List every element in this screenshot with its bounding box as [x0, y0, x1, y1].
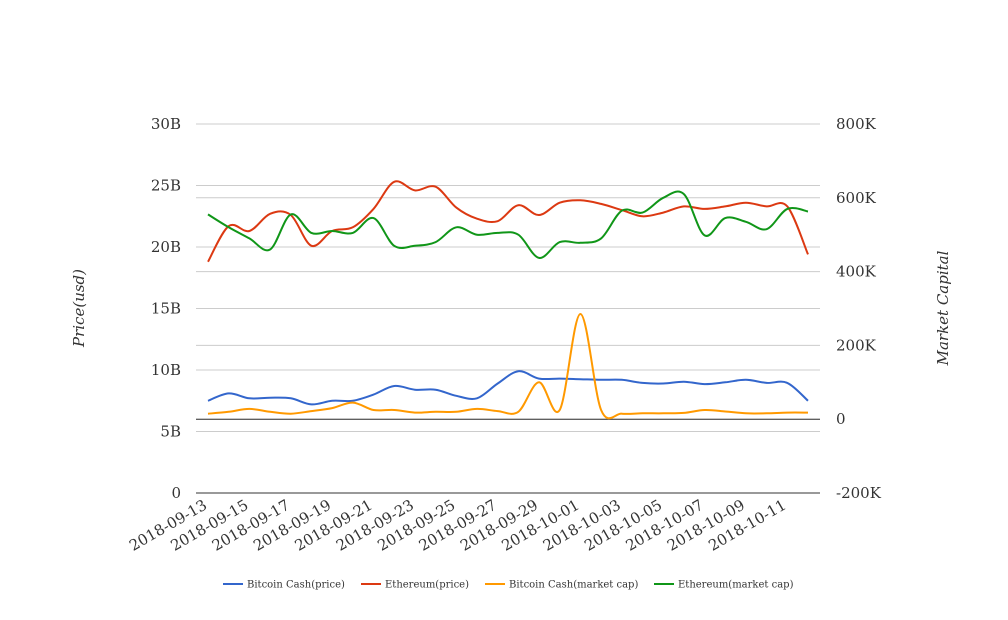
- y-left-tick-label: 15B: [151, 300, 181, 318]
- y-left-tick-label: 5B: [160, 423, 181, 441]
- tick-labels: 0 5B 10B 15B 20B 25B 30B -200K 0 200K 400K 600K 800K…: [126, 115, 882, 555]
- series-line-1: [207, 370, 809, 406]
- axes: [196, 418, 820, 494]
- legend-label: Ethereum(market cap): [678, 580, 794, 591]
- y-left-tick-label: 10B: [151, 361, 181, 379]
- y-left-tick-label: 30B: [151, 115, 181, 133]
- series-lines: [207, 180, 809, 420]
- y-axis-right-title: Market Capital: [934, 250, 952, 366]
- series-line-2: [207, 180, 809, 263]
- series-line-4: [207, 190, 809, 259]
- series-line-3: [207, 312, 809, 420]
- y-right-tick-label: 200K: [836, 336, 877, 354]
- y-right-tick-label: 800K: [836, 115, 877, 133]
- y-right-tick-label: 0: [836, 410, 846, 428]
- legend-label: Bitcoin Cash(price): [247, 580, 345, 591]
- y-right-tick-label: 600K: [836, 189, 877, 207]
- y-left-tick-label: 20B: [151, 238, 181, 256]
- gridlines: [196, 123, 820, 494]
- legend-label: Ethereum(price): [385, 580, 469, 591]
- y-right-tick-label: -200K: [836, 484, 882, 502]
- y-left-tick-label: 0: [171, 484, 181, 502]
- legend: Bitcoin Cash(price) Ethereum(price) Bitcoi…: [223, 580, 794, 591]
- legend-label: Bitcoin Cash(market cap): [509, 580, 638, 591]
- y-axis-left-title: Price(usd): [70, 269, 88, 348]
- y-left-tick-label: 25B: [151, 177, 181, 195]
- y-right-tick-label: 400K: [836, 263, 877, 281]
